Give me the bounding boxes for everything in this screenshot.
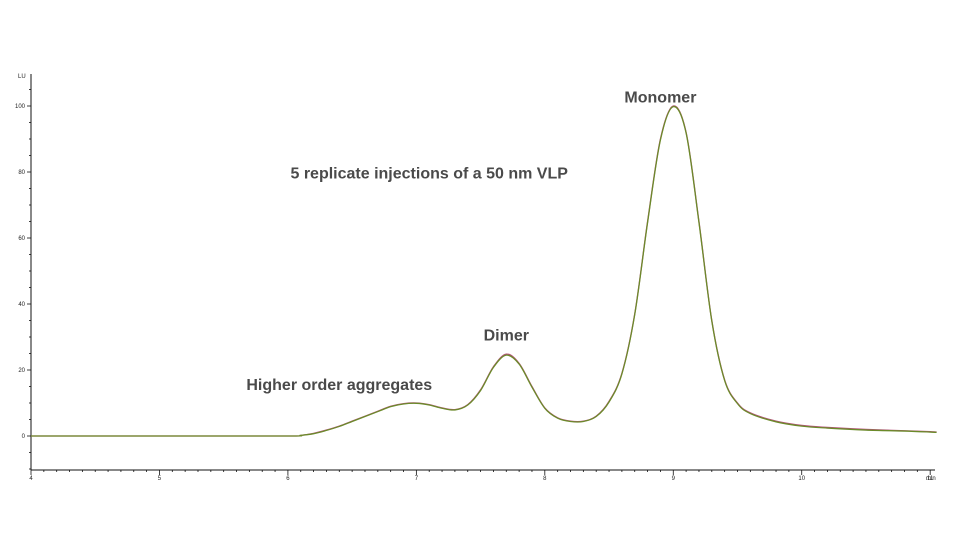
x-tick-label: 7 — [415, 476, 419, 482]
annotation-label: Dimer — [484, 327, 529, 344]
chromatogram-trace-1 — [31, 105, 937, 437]
y-tick-label: 40 — [18, 302, 25, 308]
x-tick-label: 6 — [286, 476, 290, 482]
x-tick-label: 4 — [29, 476, 33, 482]
x-tick-label: 9 — [672, 476, 676, 482]
x-tick-label: 8 — [543, 476, 547, 482]
chromatogram-trace-2 — [31, 106, 937, 437]
y-tick-label: 100 — [15, 104, 26, 110]
x-tick-label: 11 — [927, 476, 934, 482]
x-tick-label: 10 — [798, 476, 805, 482]
peak-annotations: Monomer 5 replicate injections of a 50 nm… — [246, 90, 696, 394]
y-tick-label: 0 — [22, 434, 26, 440]
x-axis-unit-label: min — [926, 476, 936, 482]
axis-ticks: 4 5 6 7 8 9 10 11 0 20 40 60 80 100 — [15, 89, 934, 482]
annotation-label: 5 replicate injections of a 50 nm VLP — [290, 166, 568, 183]
y-tick-label: 80 — [18, 170, 25, 176]
annotation-label: Monomer — [624, 90, 696, 107]
x-tick-label: 5 — [158, 476, 162, 482]
chromatogram-traces — [31, 105, 937, 437]
annotation-label: Higher order aggregates — [246, 377, 432, 394]
y-tick-label: 60 — [18, 236, 25, 242]
y-tick-label: 20 — [18, 368, 25, 374]
y-axis-unit-label: LU — [18, 74, 26, 80]
